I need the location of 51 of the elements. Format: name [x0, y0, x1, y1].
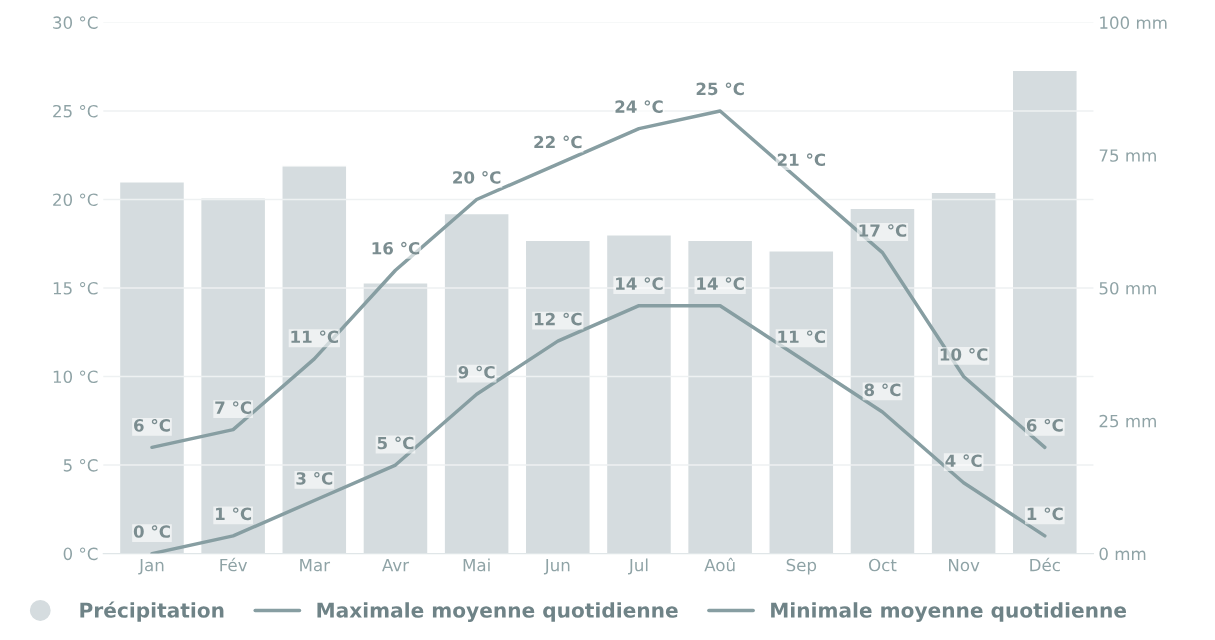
- legend-label: Précipitation: [80, 601, 224, 622]
- x-tick-label: Déc: [1030, 557, 1060, 572]
- y2-tick-label: 100 mm: [1100, 16, 1167, 29]
- data-label: 8 °C: [864, 383, 901, 397]
- data-label: 12 °C: [534, 312, 582, 326]
- x-tick-label: Jul: [628, 558, 648, 575]
- data-label: 10 °C: [940, 348, 988, 361]
- data-label: 4 °C: [945, 454, 982, 468]
- data-label: 11 °C: [778, 330, 826, 344]
- y2-tick-label: 0 mm: [1099, 547, 1146, 561]
- x-tick-label: Mar: [300, 558, 331, 572]
- data-label: 1 °C: [216, 507, 252, 521]
- data-label: 9 °C: [458, 365, 495, 379]
- y-tick-label: 0 °C: [63, 547, 98, 561]
- data-label: 25 °C: [696, 82, 744, 96]
- data-label: 3 °C: [296, 472, 333, 485]
- data-label: 17 °C: [859, 224, 907, 237]
- data-label: 11 °C: [291, 330, 339, 344]
- data-label: 6 °C: [134, 418, 170, 432]
- y-tick-label: 5 °C: [63, 459, 98, 472]
- data-label: 7 °C: [215, 401, 252, 414]
- legend-label: Minimale moyenne quotidienne: [771, 602, 1127, 622]
- y-tick-label: 30 °C: [53, 16, 98, 29]
- x-tick-label: Jan: [138, 558, 164, 575]
- y-tick-label: 20 °C: [53, 193, 98, 207]
- x-tick-label: Nov: [949, 558, 980, 572]
- data-label: 0 °C: [133, 525, 170, 538]
- x-tick-label: Fév: [220, 557, 248, 572]
- y2-tick-label: 50 mm: [1099, 281, 1156, 295]
- data-label: 14 °C: [616, 277, 663, 290]
- y2-tick-label: 25 mm: [1099, 414, 1156, 428]
- data-label: 20 °C: [453, 171, 501, 184]
- data-label: 24 °C: [615, 100, 663, 113]
- y-tick-label: 15 °C: [53, 281, 98, 295]
- data-label: 14 °C: [697, 277, 744, 290]
- y-tick-label: 10 °C: [53, 370, 98, 384]
- legend-label: Maximale moyenne quotidienne: [317, 602, 678, 622]
- x-tick-label: Avr: [382, 558, 410, 572]
- data-label: 1 °C: [1027, 507, 1063, 521]
- x-tick-label: Sep: [786, 558, 817, 575]
- data-label: 5 °C: [377, 436, 414, 450]
- x-tick-label: Jun: [543, 558, 570, 575]
- y2-tick-label: 75 mm: [1099, 149, 1156, 162]
- data-label: 21 °C: [777, 153, 826, 167]
- x-tick-label: Oct: [868, 558, 897, 572]
- x-tick-label: Aoû: [704, 557, 735, 572]
- data-label: 16 °C: [372, 241, 420, 255]
- data-label: 6 °C: [1026, 418, 1063, 432]
- x-tick-label: Mai: [463, 558, 490, 572]
- y-tick-label: 25 °C: [53, 104, 98, 118]
- data-label: 22 °C: [534, 135, 582, 149]
